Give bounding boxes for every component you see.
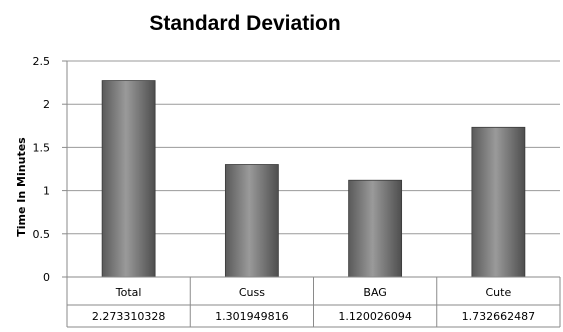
- bar-bag: [348, 179, 403, 278]
- value-label: 1.732662487: [462, 310, 535, 323]
- y-tick-label: 0.5: [33, 228, 51, 241]
- value-label: 2.273310328: [92, 310, 165, 323]
- bar-cute: [471, 126, 526, 278]
- y-tick-label: 2: [43, 98, 50, 111]
- y-axis-ticks: 0 0.5 1 1.5 2 2.5: [33, 55, 68, 284]
- category-label: BAG: [363, 286, 386, 299]
- y-axis-label: Time In Minutes: [15, 137, 28, 237]
- bar-total: [101, 80, 156, 278]
- bar-cuss: [224, 164, 279, 278]
- data-table: Total 2.273310328 Cuss 1.301949816 BAG 1.1200…: [66, 276, 561, 328]
- category-label: Total: [115, 286, 142, 299]
- category-label: Cuss: [239, 286, 265, 299]
- value-label: 1.120026094: [338, 310, 411, 323]
- bars: [101, 80, 526, 278]
- chart-title: Standard Deviation: [149, 12, 340, 35]
- y-tick-label: 1.5: [33, 141, 51, 154]
- value-label: 1.301949816: [215, 310, 288, 323]
- y-tick-label: 0: [43, 271, 50, 284]
- y-tick-label: 2.5: [33, 55, 51, 68]
- y-tick-label: 1: [43, 185, 50, 198]
- category-label: Cute: [486, 286, 512, 299]
